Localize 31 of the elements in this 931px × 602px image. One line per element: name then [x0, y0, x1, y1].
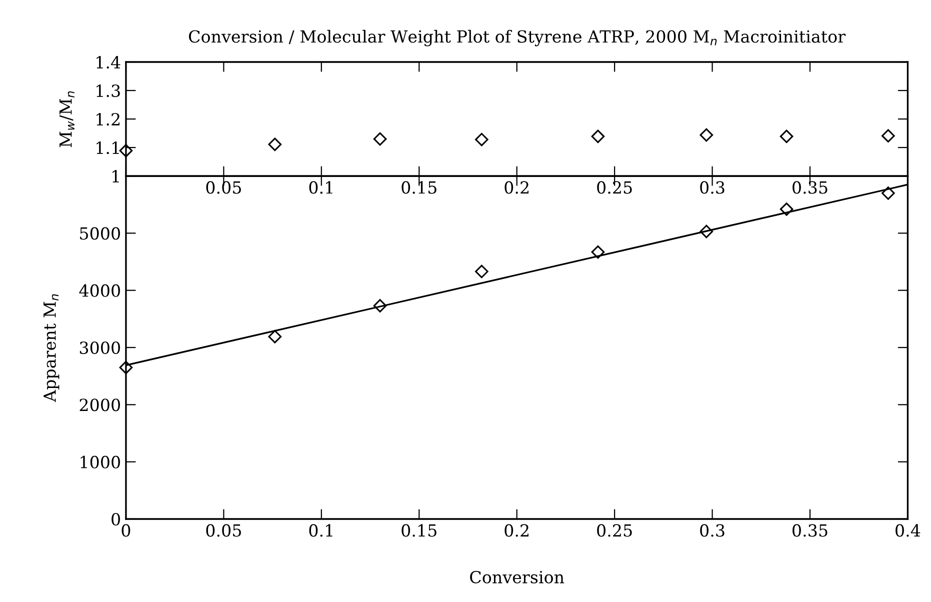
x-tick-label: 0.35	[792, 524, 828, 537]
x-tick-label: 0.05	[206, 524, 241, 537]
x-tick-label: 0.25	[597, 524, 632, 537]
y-tick-label: 4000	[79, 284, 120, 297]
y-tick-label: 3000	[80, 341, 120, 354]
chart-title: Conversion / Molecular Weight Plot of Styrene ATRP, 2000 M$_{n}$ Macroinitiator	[188, 30, 846, 46]
x-axis-title: Conversion	[470, 570, 564, 584]
x-tick-label: 0.1	[309, 524, 332, 537]
x-tick-label: 0.15	[402, 524, 436, 537]
y-tick-label: 1.4	[96, 56, 120, 69]
y-tick-label: 1.2	[96, 112, 120, 126]
x-tick-label: 0.2	[504, 181, 528, 194]
x-tick-label: 0.25	[597, 181, 632, 194]
x-tick-label: 0.35	[792, 181, 828, 194]
x-tick-label: 0.4	[896, 524, 920, 537]
x-tick-label: 0.05	[206, 181, 241, 194]
y-tick-label: 1.1	[96, 141, 119, 154]
x-tick-label: 0.3	[700, 524, 724, 537]
y-tick-label: 1.3	[96, 84, 120, 98]
y-tick-label: 1	[112, 170, 119, 182]
x-tick-label: 0.2	[504, 524, 528, 537]
x-tick-label: 0.3	[700, 181, 724, 194]
x-tick-label: 0	[122, 524, 130, 537]
y-tick-label: 0	[112, 512, 120, 526]
y-tick-label: 5000	[80, 227, 120, 240]
x-tick-label: 0.1	[309, 181, 332, 194]
y-axis-title: Apparent M$_{n}$	[44, 294, 60, 402]
y-tick-label: 1000	[80, 456, 120, 468]
x-tick-label: 0.15	[402, 181, 436, 194]
y-tick-label: 2000	[80, 398, 120, 412]
y-axis-title: M$_{w}$/M$_{n}$	[60, 91, 74, 148]
